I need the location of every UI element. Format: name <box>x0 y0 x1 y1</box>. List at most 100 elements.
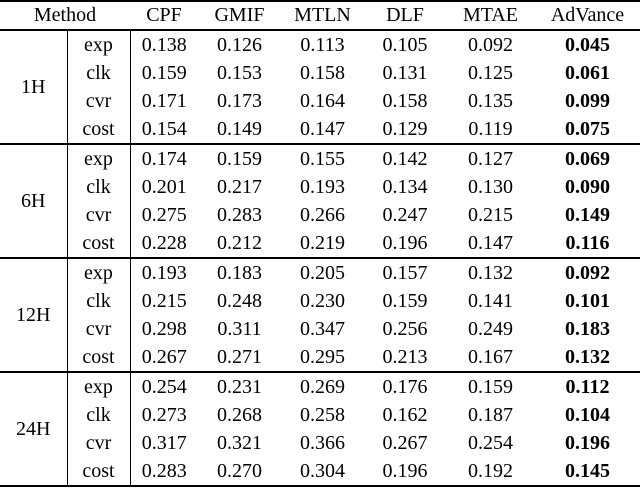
value-cell: 0.217 <box>217 175 262 198</box>
value-cell: 0.298 <box>141 317 187 340</box>
metric-label: clk <box>67 401 131 429</box>
value-cell: 0.159 <box>217 147 262 170</box>
table-row: cvr 0.171 0.173 0.164 0.158 0.135 0.099 <box>0 87 640 115</box>
value-cell: 0.254 <box>468 431 513 454</box>
value-cell: 0.171 <box>141 89 187 112</box>
value-cell: 0.247 <box>382 203 428 226</box>
metric-label: cvr <box>67 201 131 229</box>
value-cell: 0.130 <box>468 175 513 198</box>
value-cell: 0.311 <box>217 317 262 340</box>
value-cell: 0.273 <box>141 403 187 426</box>
group-label-1h: 1H <box>0 30 68 144</box>
header-cpf: CPF <box>146 4 182 26</box>
value-cell: 0.129 <box>382 117 428 140</box>
value-cell: 0.126 <box>217 33 262 56</box>
value-cell: 0.174 <box>141 147 187 170</box>
value-cell: 0.258 <box>300 403 345 426</box>
metric-label: exp <box>67 372 131 401</box>
value-cell: 0.317 <box>141 431 187 454</box>
value-cell: 0.267 <box>382 431 428 454</box>
row-group-6h: 6H exp 0.174 0.159 0.155 0.142 0.127 0.069 clk 0.… <box>0 144 640 258</box>
value-cell: 0.201 <box>141 175 187 198</box>
value-cell: 0.215 <box>468 203 513 226</box>
row-group-24h: 24H exp 0.254 0.231 0.269 0.176 0.159 0.112 clk 0… <box>0 372 640 486</box>
value-cell: 0.187 <box>468 403 513 426</box>
value-cell-best: 0.061 <box>565 61 610 84</box>
value-cell: 0.158 <box>382 89 428 112</box>
header-mtae: MTAE <box>462 4 519 26</box>
group-label-24h: 24H <box>0 372 68 486</box>
value-cell: 0.283 <box>141 459 187 482</box>
value-cell: 0.141 <box>468 289 513 312</box>
value-cell: 0.092 <box>468 33 513 56</box>
value-cell: 0.256 <box>382 317 428 340</box>
value-cell: 0.159 <box>141 61 187 84</box>
table-row: 6H exp 0.174 0.159 0.155 0.142 0.127 0.069 <box>0 144 640 258</box>
value-cell-best: 0.196 <box>565 431 610 454</box>
value-cell: 0.142 <box>382 147 428 170</box>
table-row: cost 0.267 0.271 0.295 0.213 0.167 0.132 <box>0 343 640 372</box>
value-cell: 0.295 <box>300 345 345 368</box>
value-cell-best: 0.116 <box>565 231 610 254</box>
header-mtln: MTLN <box>294 4 351 26</box>
table-row: 12H exp 0.193 0.183 0.205 0.157 0.132 0.092 <box>0 258 640 372</box>
value-cell: 0.176 <box>382 375 428 398</box>
value-cell: 0.304 <box>300 459 345 482</box>
table-row: clk 0.273 0.268 0.258 0.162 0.187 0.104 <box>0 401 640 429</box>
metric-label: exp <box>67 258 131 287</box>
table-row: cost 0.154 0.149 0.147 0.129 0.119 0.075 <box>0 115 640 144</box>
value-cell: 0.215 <box>141 289 187 312</box>
value-cell: 0.132 <box>468 261 513 284</box>
value-cell: 0.105 <box>382 33 428 56</box>
value-cell: 0.230 <box>300 289 345 312</box>
value-cell: 0.193 <box>300 175 345 198</box>
value-cell: 0.159 <box>468 375 513 398</box>
value-cell: 0.321 <box>217 431 262 454</box>
metric-label: exp <box>67 30 131 59</box>
value-cell: 0.147 <box>468 231 513 254</box>
value-cell: 0.268 <box>217 403 262 426</box>
value-cell: 0.254 <box>141 375 187 398</box>
table-row: cost 0.283 0.270 0.304 0.196 0.192 0.145 <box>0 457 640 486</box>
value-cell: 0.267 <box>141 345 187 368</box>
table-row: clk 0.159 0.153 0.158 0.131 0.125 0.061 <box>0 59 640 87</box>
table-row: cvr 0.298 0.311 0.347 0.256 0.249 0.183 <box>0 315 640 343</box>
value-cell-best: 0.099 <box>565 89 610 112</box>
value-cell-best: 0.149 <box>565 203 610 226</box>
value-cell: 0.249 <box>468 317 513 340</box>
value-cell: 0.283 <box>217 203 262 226</box>
metric-label: clk <box>67 59 131 87</box>
header-gmif: GMIF <box>214 4 265 26</box>
metric-label: clk <box>67 173 131 201</box>
value-cell: 0.147 <box>300 117 345 140</box>
row-group-1h: 1H exp 0.138 0.126 0.113 0.105 0.092 0.045 clk 0.… <box>0 30 640 144</box>
table-row: cvr 0.275 0.283 0.266 0.247 0.215 0.149 <box>0 201 640 229</box>
value-cell: 0.167 <box>468 345 513 368</box>
value-cell: 0.135 <box>468 89 513 112</box>
value-cell: 0.154 <box>141 117 187 140</box>
metric-label: cost <box>67 115 131 144</box>
table-row: cvr 0.317 0.321 0.366 0.267 0.254 0.196 <box>0 429 640 457</box>
value-cell: 0.196 <box>382 231 428 254</box>
value-cell: 0.196 <box>382 459 428 482</box>
value-cell-best: 0.092 <box>565 261 610 284</box>
value-cell: 0.266 <box>300 203 345 226</box>
metric-label: cost <box>67 457 131 486</box>
row-group-12h: 12H exp 0.193 0.183 0.205 0.157 0.132 0.092 clk 0… <box>0 258 640 372</box>
value-cell-best: 0.101 <box>565 289 610 312</box>
metric-label: clk <box>67 287 131 315</box>
group-label-12h: 12H <box>0 258 68 372</box>
metric-label: cvr <box>67 315 131 343</box>
metric-label: cvr <box>67 429 131 457</box>
table-row: clk 0.215 0.248 0.230 0.159 0.141 0.101 <box>0 287 640 315</box>
group-label-6h: 6H <box>0 144 68 258</box>
value-cell: 0.366 <box>300 431 345 454</box>
header-dlf: DLF <box>386 4 424 26</box>
value-cell: 0.271 <box>217 345 262 368</box>
table-row: cost 0.228 0.212 0.219 0.196 0.147 0.116 <box>0 229 640 258</box>
value-cell: 0.212 <box>217 231 262 254</box>
metric-label: cost <box>67 229 131 258</box>
value-cell: 0.131 <box>382 61 428 84</box>
table-row: clk 0.201 0.217 0.193 0.134 0.130 0.090 <box>0 173 640 201</box>
